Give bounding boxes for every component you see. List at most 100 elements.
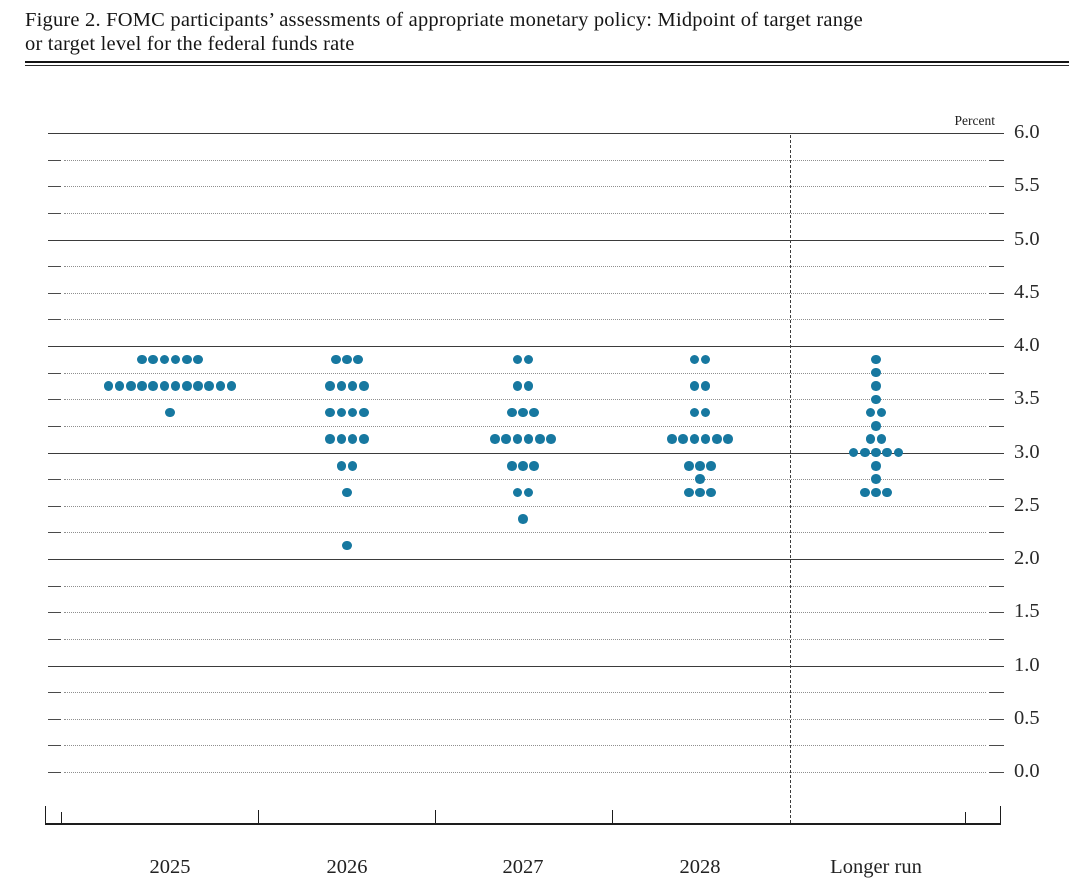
- dot-longer-run-3.875: [871, 354, 881, 365]
- dot-2025-3.875: [170, 354, 181, 365]
- gridline-dotted-4.50: [64, 292, 986, 294]
- x-axis-tick: [45, 806, 46, 823]
- dot-longer-run-2.625: [871, 487, 881, 498]
- gridline-right-tick: [989, 745, 1004, 747]
- y-tick-label-6.0: 6.0: [1014, 121, 1040, 144]
- gridline-right-tick: [989, 692, 1004, 694]
- dot-2026-2.875: [336, 461, 347, 471]
- dot-2026-3.125: [325, 434, 335, 444]
- dot-2027-3.125: [535, 434, 545, 444]
- y-tick-label-5.0: 5.0: [1014, 227, 1040, 250]
- gridline-left-tick: [48, 292, 61, 294]
- dot-2025-3.625: [215, 381, 226, 391]
- dot-longer-run-2.625: [860, 487, 870, 498]
- dot-longer-run-3.375: [876, 407, 887, 418]
- dot-2026-2.625: [342, 487, 352, 498]
- dot-2025-3.875: [193, 354, 203, 365]
- dot-2028-3.125: [700, 434, 711, 444]
- gridline-right-tick: [989, 505, 1004, 507]
- gridline-solid-3.00: [48, 452, 1004, 454]
- gridline-left-tick: [48, 772, 61, 773]
- y-tick-label-3.5: 3.5: [1014, 387, 1040, 410]
- gridline-dotted-5.25: [64, 212, 986, 214]
- gridline-solid-1.00: [48, 665, 1004, 667]
- dot-2025-3.875: [148, 354, 158, 365]
- dot-2027-2.875: [518, 461, 528, 471]
- dot-2027-3.125: [512, 434, 523, 444]
- x-axis-tick: [435, 810, 436, 823]
- gridline-right-tick: [989, 772, 1004, 773]
- x-axis-tick: [61, 812, 62, 823]
- gridline-dotted-0.50: [64, 718, 986, 720]
- dot-2025-3.625: [114, 381, 125, 391]
- dot-2027-3.125: [523, 434, 534, 444]
- gridline-left-tick: [48, 399, 61, 401]
- dot-2025-3.625: [193, 381, 203, 391]
- gridline-dotted-5.75: [64, 159, 986, 161]
- dot-2026-3.375: [359, 407, 369, 418]
- dot-2028-3.125: [712, 434, 722, 444]
- dot-2026-3.625: [359, 381, 369, 391]
- gridline-right-tick: [989, 479, 1004, 481]
- dot-longer-run-3.375: [865, 407, 876, 418]
- dot-longer-run-3.125: [865, 434, 876, 444]
- gridline-right-tick: [989, 612, 1004, 614]
- gridline-right-tick: [989, 186, 1004, 188]
- y-tick-label-5.5: 5.5: [1014, 174, 1040, 197]
- x-axis-tick: [965, 812, 966, 823]
- dot-2025-3.625: [170, 381, 181, 391]
- dot-2028-3.375: [700, 407, 711, 418]
- y-axis-unit-label: Percent: [954, 113, 995, 128]
- dot-2025-3.375: [165, 407, 175, 418]
- gridline-right-tick: [989, 212, 1004, 214]
- y-tick-label-3.0: 3.0: [1014, 440, 1040, 463]
- gridline-left-tick: [48, 372, 61, 374]
- y-tick-label-1.5: 1.5: [1014, 600, 1040, 623]
- dot-longer-run-3: [893, 447, 904, 458]
- gridline-left-tick: [48, 692, 61, 694]
- gridline-right-tick: [989, 319, 1004, 321]
- y-tick-label-4.5: 4.5: [1014, 280, 1040, 303]
- dot-longer-run-3: [882, 447, 892, 458]
- gridline-left-tick: [48, 612, 61, 614]
- dot-2025-3.625: [103, 381, 114, 391]
- dot-2026-3.625: [347, 381, 358, 391]
- gridline-dotted-2.75: [64, 479, 986, 481]
- dot-2025-3.625: [148, 381, 158, 391]
- dot-2026-3.125: [359, 434, 369, 444]
- gridline-right-tick: [989, 399, 1004, 401]
- dot-2027-3.875: [523, 354, 534, 365]
- dot-2027-3.375: [507, 407, 517, 418]
- figure-title: Figure 2. FOMC participants’ assessments…: [25, 8, 1065, 56]
- dot-2028-2.875: [706, 461, 716, 471]
- gridline-dotted-3.75: [64, 372, 986, 374]
- dot-2025-3.625: [126, 381, 136, 391]
- gridline-right-tick: [989, 532, 1004, 534]
- dot-2027-2.625: [512, 487, 523, 498]
- dot-2025-3.875: [159, 354, 170, 365]
- y-tick-label-1.0: 1.0: [1014, 653, 1040, 676]
- y-tick-label-2.5: 2.5: [1014, 493, 1040, 516]
- dot-2026-3.875: [342, 354, 352, 365]
- dot-2026-3.375: [347, 407, 358, 418]
- dot-2027-2.875: [507, 461, 517, 471]
- dot-2028-3.625: [689, 381, 700, 391]
- gridline-left-tick: [48, 532, 61, 534]
- gridline-left-tick: [48, 186, 61, 188]
- gridline-left-tick: [48, 212, 61, 214]
- gridline-solid-2.00: [48, 559, 1004, 560]
- dot-2026-3.375: [336, 407, 347, 418]
- dot-longer-run-3.25: [871, 421, 881, 431]
- x-category-label-2027: 2027: [502, 856, 544, 878]
- dot-longer-run-2.75: [871, 474, 881, 484]
- dot-2028-2.875: [684, 461, 694, 471]
- dot-2025-3.625: [226, 381, 237, 391]
- figure-title-line2: or target level for the federal funds ra…: [25, 33, 355, 55]
- dot-2027-3.625: [523, 381, 534, 391]
- dot-2028-3.875: [689, 354, 700, 365]
- dot-2027-2.375: [518, 514, 528, 524]
- gridline-dotted-0.25: [64, 745, 986, 747]
- dot-2026-3.375: [325, 407, 335, 418]
